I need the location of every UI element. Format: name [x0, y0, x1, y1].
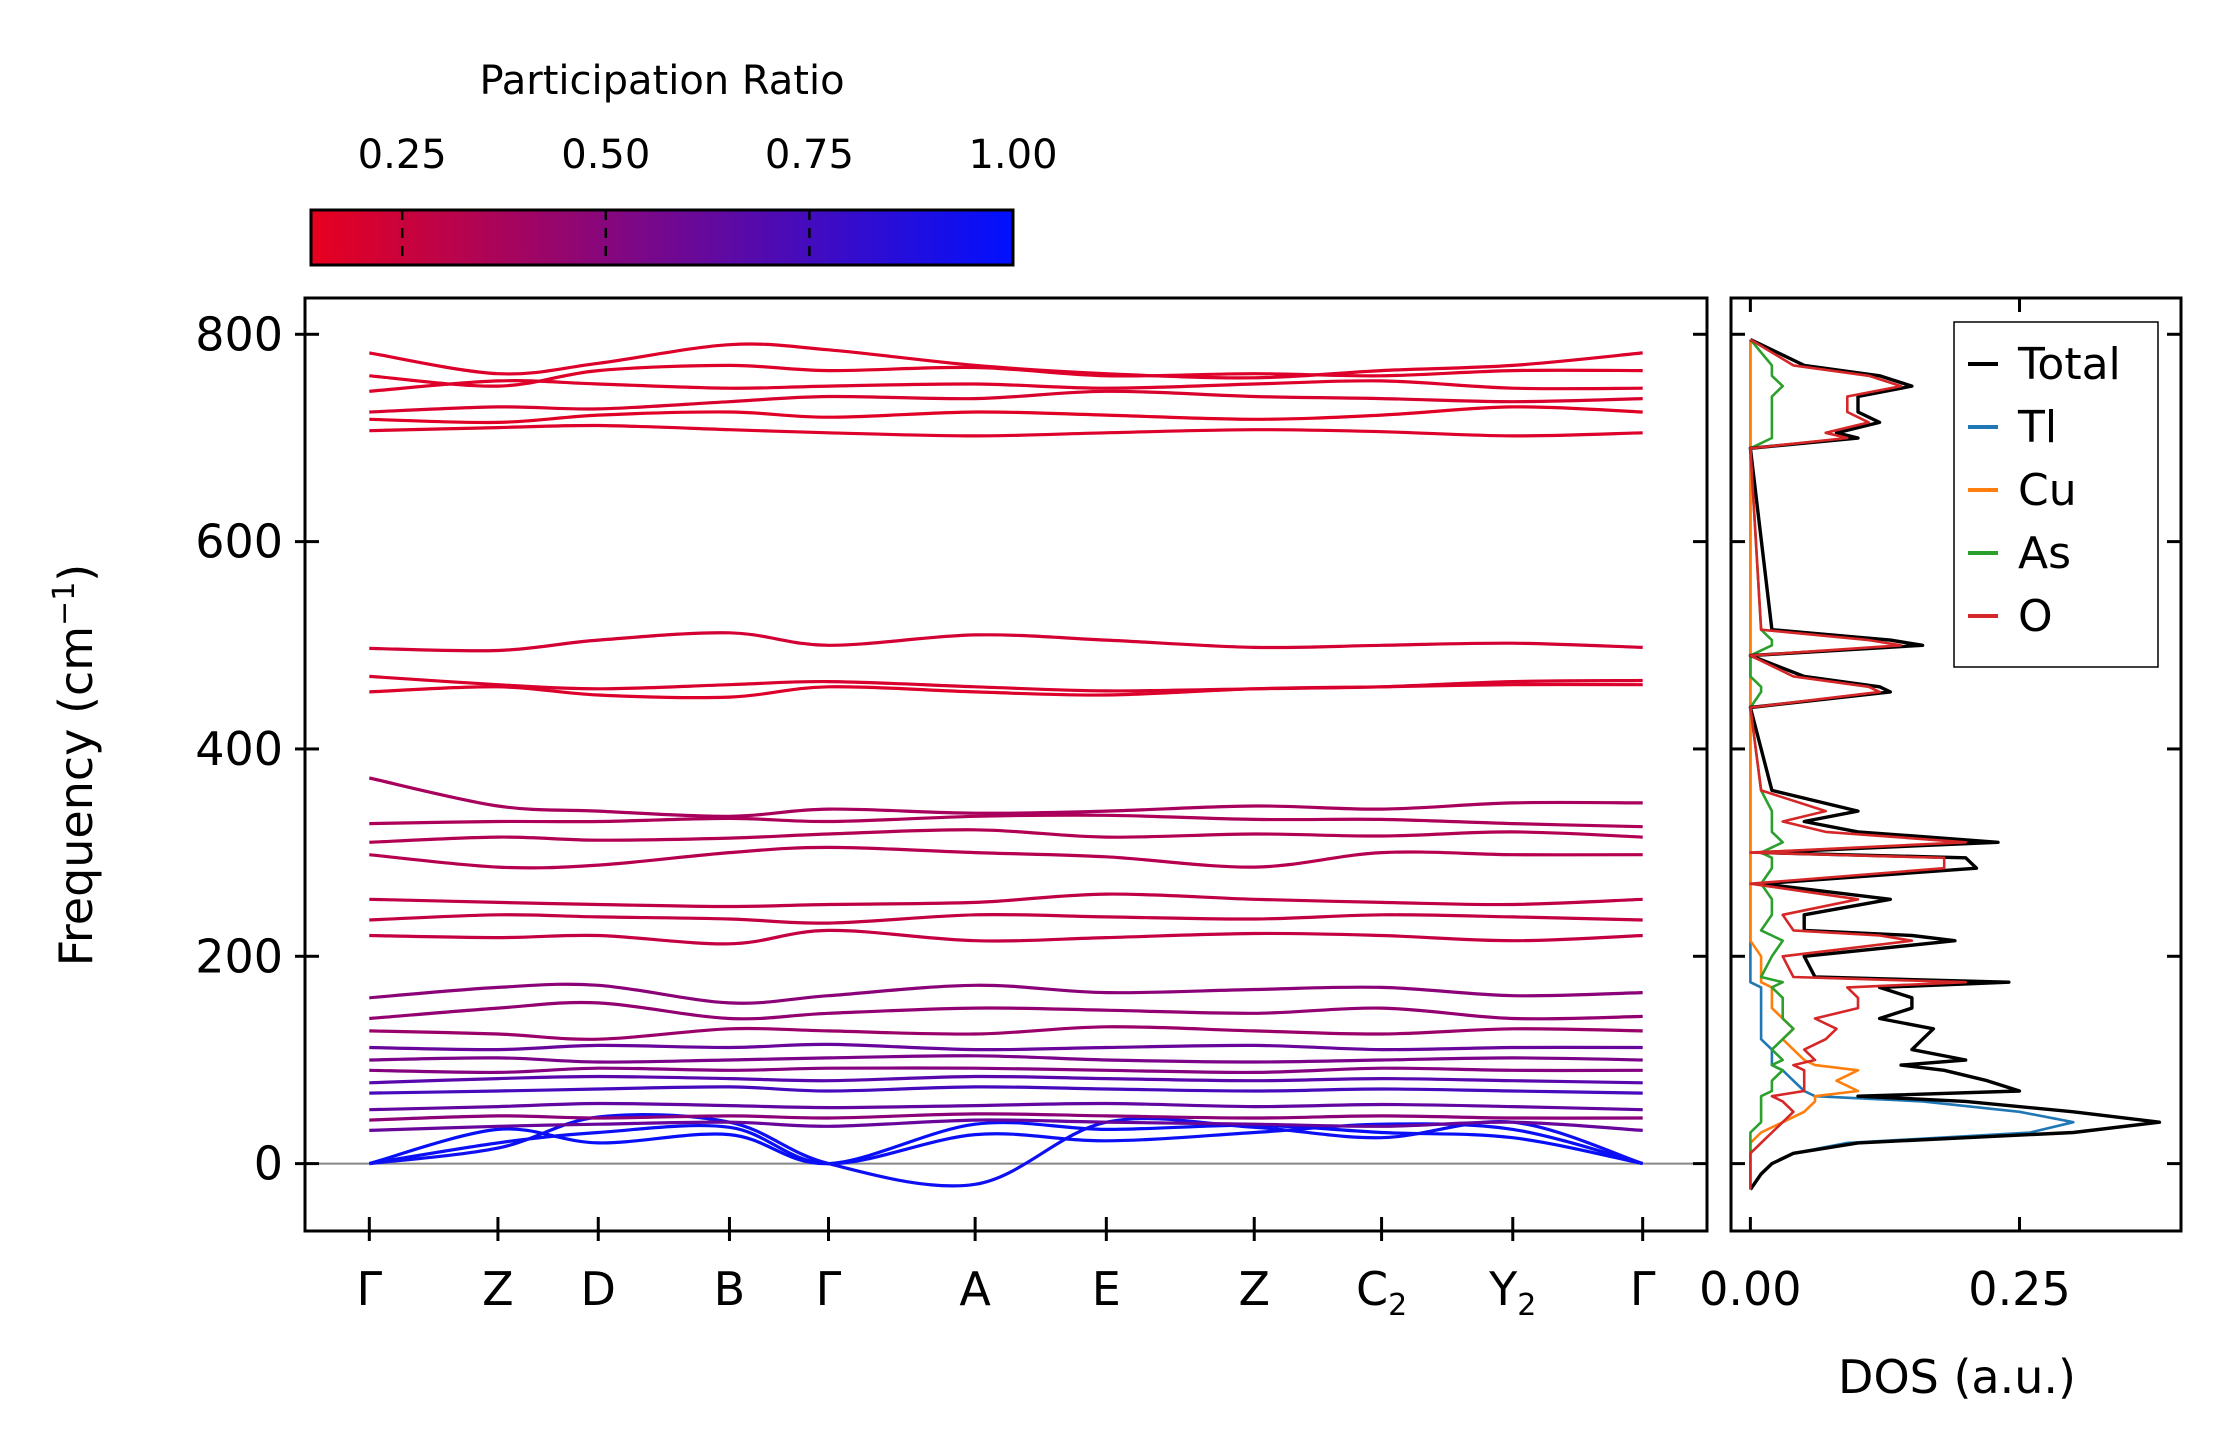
band-ytick-label: 400: [195, 722, 283, 776]
band-line-b16: [369, 912, 1643, 925]
dos-xtick-label: 0.25: [1968, 1262, 2070, 1316]
band-ylabel: Frequency (cm−1): [47, 564, 103, 967]
band-line-b14: [369, 982, 1643, 1005]
kpoint-label: Z: [1238, 1262, 1270, 1316]
dos-lines: [1748, 337, 2162, 1191]
band-line-b12: [369, 1025, 1643, 1041]
band-ylabel-main: Frequency (cm: [49, 626, 103, 966]
band-line-b25: [369, 423, 1643, 438]
band-line-b19: [369, 828, 1643, 844]
band-line-b26: [369, 405, 1643, 425]
dos-xtick-label: 0.00: [1699, 1262, 1801, 1316]
band-line-b27: [369, 389, 1643, 414]
band-line-b10: [369, 1054, 1643, 1064]
legend-label-as: As: [2018, 528, 2071, 579]
band-line-b4: [369, 1118, 1643, 1132]
band-line-b15: [369, 928, 1643, 946]
band-ytick-label: 200: [195, 929, 283, 983]
band-ytick-label: 0: [254, 1137, 283, 1191]
legend-box: [1953, 321, 2159, 668]
band-xticks: Γ Z D B Γ A E Z C2 Y2 Γ: [356, 1217, 1656, 1323]
band-ylabel-sup: −1: [47, 582, 82, 626]
band-line-b2: [369, 1122, 1644, 1166]
colorbar-title: Participation Ratio: [479, 58, 844, 104]
band-lines: [368, 342, 1644, 1188]
band-line-b7: [369, 1085, 1643, 1095]
band-plot: 0 200 400 600 800 Γ Z D B Γ A E Z C2 Y2 Γ Frequency (c…: [47, 296, 1709, 1323]
colorbar-tick-label: 0.75: [765, 132, 854, 178]
dos-yticks: [1731, 332, 2181, 1166]
band-line-b3: [369, 1113, 1644, 1188]
colorbar-tick-label: 0.25: [358, 132, 447, 178]
band-ytick-label: 600: [195, 515, 283, 569]
band-line-b30: [369, 342, 1643, 380]
legend-label-total: Total: [2017, 339, 2121, 390]
kpoint-label: Z: [482, 1262, 514, 1316]
band-line-b5: [369, 1112, 1643, 1122]
band-line-b29: [369, 363, 1643, 388]
dos-axes-frame: [1729, 296, 2183, 1233]
colorbar-ticks: [400, 210, 811, 265]
kpoint-label: D: [581, 1262, 616, 1316]
legend-label-o: O: [2018, 591, 2053, 642]
kpoint-label: A: [959, 1262, 991, 1316]
dos-line-o: [1749, 338, 1967, 1190]
dos-xlabel: DOS (a.u.): [1838, 1350, 2076, 1404]
band-line-b20: [369, 813, 1643, 829]
band-line-b21: [368, 776, 1643, 818]
kpoint-label: B: [714, 1262, 746, 1316]
band-line-b13: [369, 1000, 1643, 1021]
band-axes-frame: [303, 296, 1709, 1233]
kpoint-label: Y2: [1488, 1262, 1536, 1323]
band-line-b23: [369, 674, 1643, 693]
band-line-b8: [369, 1074, 1643, 1085]
band-line-b18: [369, 845, 1643, 870]
dos-line-total: [1748, 337, 2162, 1191]
colorbar-tick-label: 0.50: [561, 132, 650, 178]
band-line-b24: [369, 631, 1643, 653]
dos-plot: 0.00 0.25 DOS (a.u.) Total Tl Cu As O: [1699, 296, 2183, 1404]
kpoint-label: Γ: [356, 1262, 382, 1316]
band-line-b9: [369, 1066, 1643, 1075]
legend-label-tl: Tl: [2017, 402, 2057, 453]
legend: Total Tl Cu As O: [1953, 321, 2159, 668]
colorbar-tick-label: 1.00: [968, 132, 1057, 178]
legend-items: Total Tl Cu As O: [1968, 339, 2121, 642]
band-line-b17: [369, 892, 1643, 909]
band-line-b6: [369, 1101, 1643, 1112]
band-ytick-label: 800: [195, 307, 283, 361]
legend-label-cu: Cu: [2018, 465, 2077, 516]
kpoint-label: C2: [1356, 1262, 1407, 1323]
kpoint-label: Γ: [816, 1262, 842, 1316]
band-line-b11: [369, 1042, 1643, 1052]
dos-line-cu: [1749, 339, 1860, 1190]
kpoint-label: Γ: [1630, 1262, 1656, 1316]
colorbar: Participation Ratio 0.25 0.50 0.75 1.00: [309, 58, 1058, 267]
colorbar-gradient: [309, 208, 1015, 267]
colorbar-tick-labels: 0.25 0.50 0.75 1.00: [358, 132, 1058, 178]
dos-xticks: 0.00 0.25: [1699, 298, 2071, 1316]
band-yticks: 0 200 400 600 800: [195, 307, 1707, 1191]
band-line-b28: [369, 379, 1643, 393]
kpoint-label: E: [1092, 1262, 1121, 1316]
band-ylabel-end: ): [49, 564, 103, 582]
